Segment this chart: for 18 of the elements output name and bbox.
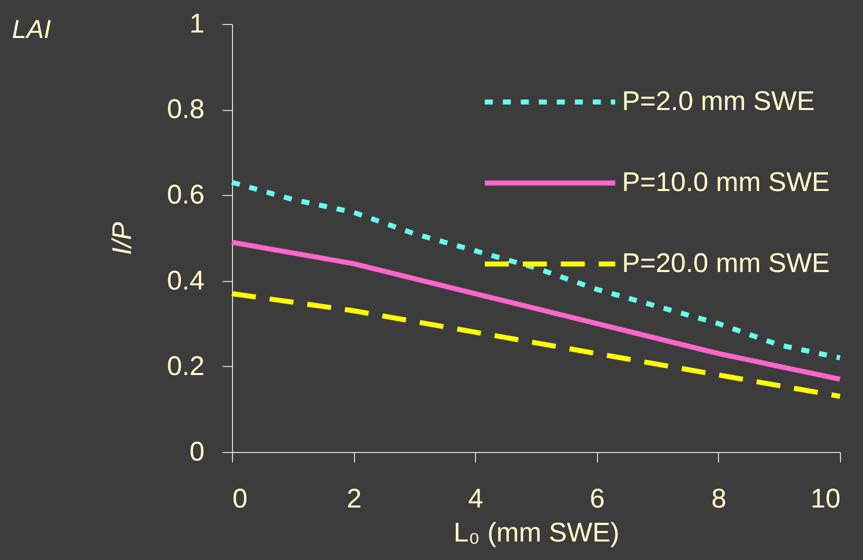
y-tick-label: 1: [189, 8, 204, 38]
y-tick-label: 0.2: [166, 350, 204, 381]
x-axis-title: L₀ (mm SWE): [454, 518, 620, 548]
text: LAI: [12, 14, 52, 44]
x-tick-label: 10: [810, 484, 840, 514]
y-tick-label: 0: [189, 436, 204, 466]
x-tick-label: 2: [346, 484, 362, 514]
x-tick-label: 4: [468, 484, 484, 514]
x-tick-label: 8: [711, 484, 726, 514]
y-axis-title: I/P: [106, 222, 137, 256]
x-tick-label: 6: [590, 484, 605, 514]
y-tick-label: 0.4: [166, 265, 204, 296]
legend-label: P=20.0 mm SWE: [622, 248, 830, 278]
y-tick-label: 0.8: [166, 94, 204, 124]
legend-label: P=10.0 mm SWE: [622, 167, 830, 197]
y-tick-label: 0.6: [166, 180, 204, 210]
legend-label: P=2.0 mm SWE: [622, 86, 815, 116]
x-tick-label: 0: [232, 484, 248, 514]
